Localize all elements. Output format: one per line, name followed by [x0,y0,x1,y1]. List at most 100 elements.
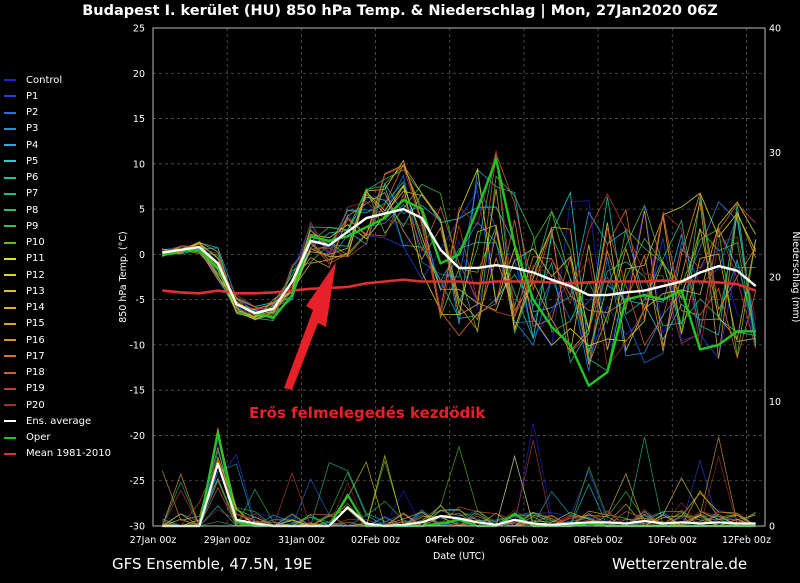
y-right-tick-label: 20 [769,273,781,284]
y-right-axis-label: Niederschlag (mm) [790,232,800,323]
legend-item: P9 [4,218,111,234]
legend-label: P20 [26,399,45,411]
legend-swatch [4,127,16,130]
oper-temp-line [162,158,756,387]
ensemble-member-line [162,190,756,352]
ensemble-member-line [162,180,757,364]
legend-item: P19 [4,381,111,397]
y-axis-label: 850 hPa Temp. (°C) [118,231,129,322]
legend-item: P13 [4,283,111,299]
legend-swatch [4,436,16,439]
legend-swatch [4,355,16,358]
legend: Control P1 P2 P3 P4 P5 P6 P7 P8 P9 P10 P11 P12 P13 P14… [4,72,111,462]
legend-label: Oper [26,432,51,444]
legend-item: P16 [4,332,111,348]
x-tick-label: 27Jan 00z [130,535,177,546]
legend-swatch [4,420,16,423]
ensemble-member-line [162,163,757,365]
y-tick-label: -5 [136,295,145,306]
y-tick-label: -25 [129,476,145,487]
legend-label: P9 [26,220,39,232]
legend-item: Oper [4,430,111,446]
legend-swatch [4,192,16,195]
plot-frame [152,27,766,527]
legend-swatch [4,387,16,390]
y-tick-label: 15 [133,114,145,125]
legend-swatch [4,290,16,293]
legend-swatch [4,339,16,342]
legend-item: Control [4,72,111,88]
footer-site-credit: Wetterzentrale.de [612,555,748,573]
ensemble-member-line [162,165,757,357]
x-tick-label: 06Feb 00z [499,535,548,546]
legend-item: P4 [4,137,111,153]
x-tick-label: 04Feb 00z [425,535,474,546]
legend-label: P3 [26,123,39,135]
y-tick-label: 10 [133,159,145,170]
x-tick-label: 08Feb 00z [574,535,623,546]
legend-swatch [4,306,16,309]
legend-swatch [4,225,16,228]
legend-label: P12 [26,269,45,281]
legend-label: P6 [26,172,39,184]
legend-label: P17 [26,350,45,362]
x-tick-label: 02Feb 00z [351,535,400,546]
legend-swatch [4,452,16,455]
y-tick-label: -20 [129,431,145,442]
legend-label: P13 [26,285,45,297]
x-tick-label: 29Jan 00z [204,535,251,546]
ensemble-member-line [162,153,757,354]
y-right-tick-label: 0 [769,522,775,533]
legend-swatch [4,79,16,82]
legend-swatch [4,371,16,374]
y-tick-label: 5 [139,205,145,216]
legend-swatch [4,144,16,147]
legend-swatch [4,160,16,163]
legend-item: P15 [4,316,111,332]
legend-swatch [4,209,16,212]
legend-item: P7 [4,186,111,202]
y-tick-label: 20 [133,69,145,80]
legend-swatch [4,95,16,98]
legend-label: Ens. average [26,415,92,427]
x-tick-label: 31Jan 00z [278,535,325,546]
legend-label: P18 [26,367,45,379]
legend-item: Mean 1981-2010 [4,446,111,462]
legend-label: P15 [26,318,45,330]
legend-swatch [4,257,16,260]
mean-1981-2010-line [162,278,757,295]
annotation-group: Erős felmelegedés kezdődik [249,262,486,422]
annotation-text: Erős felmelegedés kezdődik [249,404,486,422]
legend-item: P14 [4,300,111,316]
legend-item: P11 [4,251,111,267]
legend-label: P7 [26,188,39,200]
legend-swatch [4,241,16,244]
legend-item: P20 [4,397,111,413]
legend-label: P2 [26,107,39,119]
x-tick-label: 12Feb 00z [722,535,771,546]
legend-label: Mean 1981-2010 [26,448,111,460]
legend-label: P1 [26,90,39,102]
red-arrow-icon [284,262,336,390]
ensemble-member-line [162,152,757,372]
legend-item: P8 [4,202,111,218]
axes: -30 -25 -20 -15 -10 -5 0 5 10 15 20 25 0 10 20 30 40 27Ja… [118,24,800,563]
legend-item: P17 [4,348,111,364]
ens-average-precip-line [162,462,756,528]
legend-item: Ens. average [4,413,111,429]
y-tick-label: -30 [129,522,145,533]
ensemble-member-line [162,191,757,351]
legend-swatch [4,176,16,179]
legend-swatch [4,274,16,277]
legend-item: P2 [4,105,111,121]
legend-item: P10 [4,235,111,251]
legend-label: P10 [26,237,45,249]
legend-label: P16 [26,334,45,346]
y-tick-label: 25 [133,24,145,35]
legend-item: P5 [4,153,111,169]
legend-label: P4 [26,139,39,151]
chart-title: Budapest I. kerület (HU) 850 hPa Temp. &… [82,3,718,19]
legend-label: P8 [26,204,39,216]
legend-swatch [4,404,16,407]
